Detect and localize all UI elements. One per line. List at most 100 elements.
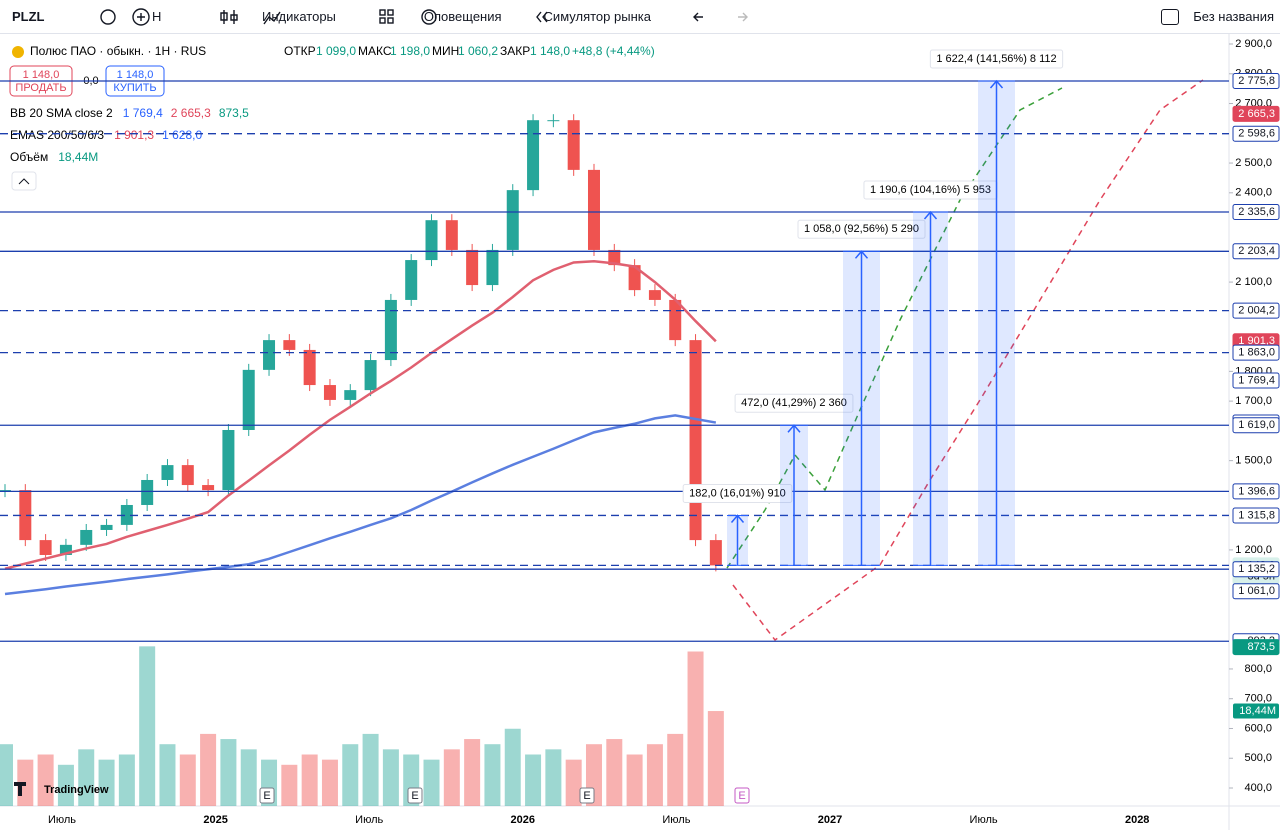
volume-bar [78,749,95,806]
price-label-box [1232,583,1280,600]
volume-bar [37,754,54,806]
volume-bar [118,754,135,806]
low: 1 060,2 [458,44,498,58]
volume-bar [525,754,542,806]
volume-bar [0,744,13,806]
price-label-box [1232,302,1280,319]
change: +48,8 (+4,44%) [572,44,655,58]
layout-name[interactable]: Без названия [1193,9,1274,24]
x-tick-label: Июль [970,814,998,826]
toolbar: PLZL H Индикаторы Оповещения Симулятор р… [0,0,1280,34]
indicator-value: 2 665,3 [171,106,211,120]
candle [263,340,276,370]
volume-bar [606,739,623,806]
collapse-icon [18,178,30,185]
volume-bar [382,749,399,806]
price-label: 1 901,3 [1238,335,1275,347]
volume-bar [200,733,217,806]
sell-label: ПРОДАТЬ [15,82,66,94]
candle [547,120,560,122]
close-label: ЗАКР [500,44,530,58]
event-marker [407,787,423,804]
candle [486,249,499,286]
price-label-box [1232,372,1280,389]
close: 1 148,0 [530,44,570,58]
candle [709,540,722,566]
collapse-btn[interactable] [11,171,37,191]
candle [669,299,682,341]
price-label: 1 619,0 [1238,419,1275,431]
y-tick-label: 1 500,0 [1235,455,1272,467]
candle [120,504,133,525]
y-tick-label: 2 500,0 [1235,157,1272,169]
symbol-logo [12,46,24,58]
y-tick-label: 2 400,0 [1235,187,1272,199]
candle [19,490,32,541]
low-label: МИН [432,44,459,58]
volume-label-box [1233,703,1279,719]
logo-icon [14,782,26,796]
candle [222,429,235,491]
replay-btn[interactable]: Симулятор рынка [543,9,651,24]
measure-label: 182,0 (16,01%) 910 [689,487,786,499]
candle [344,390,357,400]
indicators-btn[interactable]: Индикаторы [262,9,336,24]
candle [425,220,438,261]
open: 1 099,0 [316,44,356,58]
price-label: 873,5 [1247,641,1275,653]
x-tick-label: Июль [662,814,690,826]
toolbar-icons [100,8,748,26]
indicator-name: Объём [10,150,48,164]
volume-bar [240,749,257,806]
y-tick-label: 800,0 [1244,663,1272,675]
y-tick-label: 2 900,0 [1235,38,1272,50]
x-tick-label: 2025 [203,814,227,826]
volume-bar [342,744,359,806]
price-label: 1 769,4 [1238,374,1275,386]
x-tick-label: Июль [355,814,383,826]
volume-bar [504,728,521,806]
open-label: ОТКР [284,44,316,58]
measure-label: 1 190,6 (104,16%) 5 953 [870,184,991,196]
candle [100,524,113,530]
interval[interactable]: H [152,9,162,24]
volume-bar [443,749,460,806]
measure-label: 1 058,0 (92,56%) 5 290 [804,223,919,235]
ema200-line [4,414,717,596]
price-label-box [1232,344,1280,361]
volume-label: 18,44M [1239,705,1276,717]
sell-price: 1 148,0 [23,69,60,81]
price-label-box [1232,417,1280,434]
event-label: E [583,790,590,802]
x-tick-label: 2028 [1125,814,1149,826]
volume-bar [159,744,176,806]
candle [181,465,194,486]
projection-down [732,79,1204,642]
candle [648,290,661,300]
buy-price: 1 148,0 [117,69,154,81]
price-label: 2 598,6 [1238,128,1275,140]
alerts-btn[interactable]: Оповещения [423,9,502,24]
y-tick-label: 1 700,0 [1235,395,1272,407]
symbol[interactable]: PLZL [12,9,45,24]
volume-bar [362,733,379,806]
candle [80,529,93,545]
event-marker [579,787,595,804]
volume-bar [139,646,156,806]
volume-bar [626,754,643,806]
price-label-box [1232,483,1280,500]
y-tick-label: 400,0 [1244,782,1272,794]
candle [303,349,316,386]
candle [39,540,52,555]
price-label: 1 396,6 [1238,485,1275,497]
volume-bar [464,739,481,806]
volume-bar [321,759,338,806]
layout-icon[interactable] [1161,8,1180,25]
price-label: 1 315,8 [1238,509,1275,521]
measure-label: 1 622,4 (141,56%) 8 112 [936,53,1056,65]
candle [689,340,702,541]
volume-bar [545,749,562,806]
candle [405,260,418,300]
